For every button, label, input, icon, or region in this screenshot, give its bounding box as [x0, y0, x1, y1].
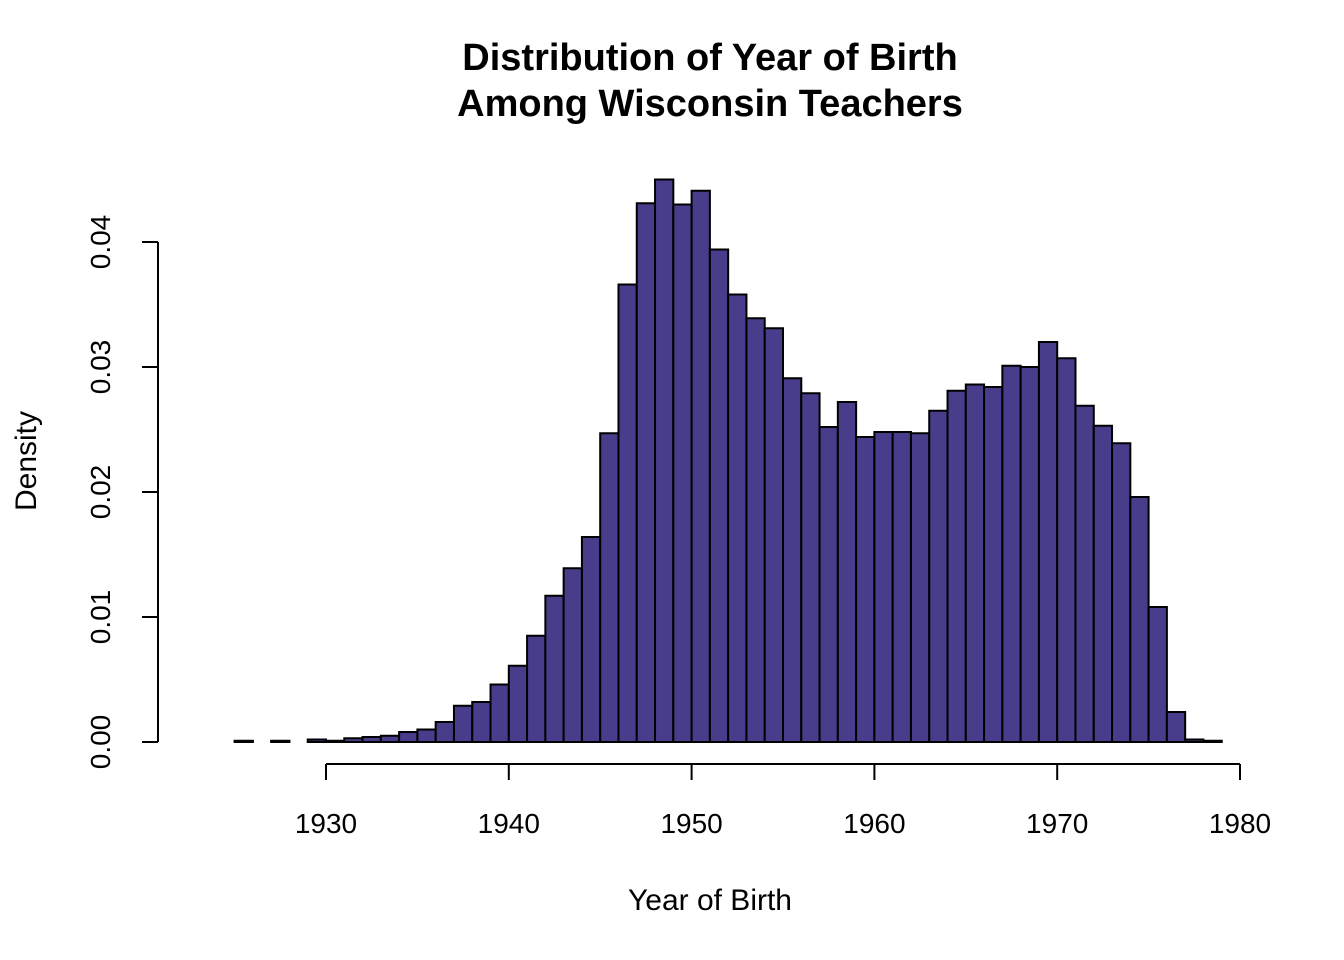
histogram-bar	[544, 594, 565, 743]
y-tick-label: 0.00	[85, 715, 116, 770]
histogram-bar	[526, 634, 547, 743]
histogram-bar	[672, 203, 693, 743]
y-axis-label: Density	[10, 411, 43, 511]
histogram-bar	[855, 436, 876, 743]
histogram-bar	[1037, 341, 1059, 743]
histogram-bar	[1184, 738, 1205, 743]
histogram-bar	[416, 728, 437, 743]
histogram-bar	[782, 377, 803, 743]
histogram-bar	[599, 432, 620, 743]
histogram-bar	[818, 426, 839, 743]
histogram-bar	[452, 704, 474, 743]
histogram-bar	[325, 739, 346, 743]
histogram-bar	[800, 392, 821, 743]
x-tick-label: 1980	[1209, 808, 1271, 839]
histogram-bars	[233, 178, 1223, 743]
histogram-bar	[379, 734, 401, 743]
y-axis: 0.00 0.01 0.02 0.03 0.04	[85, 215, 159, 770]
histogram-bar	[1019, 366, 1040, 743]
histogram-bar	[964, 383, 986, 743]
x-tick-label: 1950	[660, 808, 722, 839]
histogram-bar	[1074, 404, 1095, 743]
histogram-bar	[489, 683, 510, 743]
x-axis: 1930 1940 1950 1960 1970 1980	[295, 763, 1271, 839]
histogram-bar	[270, 739, 291, 743]
histogram-bar	[946, 389, 967, 743]
histogram-bar	[708, 248, 730, 743]
histogram-bar	[617, 283, 638, 743]
histogram-bar	[1111, 442, 1132, 743]
histogram-bar	[909, 432, 931, 743]
histogram-bar	[928, 409, 949, 743]
histogram-bar	[1129, 496, 1150, 743]
histogram-bar	[891, 431, 912, 743]
histogram-bar	[983, 386, 1004, 743]
x-tick-label: 1960	[843, 808, 905, 839]
histogram-bar	[1001, 364, 1022, 743]
histogram-bar	[343, 737, 364, 743]
histogram-bar	[562, 567, 583, 743]
histogram-bar	[471, 701, 492, 743]
y-tick-label: 0.04	[85, 215, 116, 270]
histogram-bar	[763, 327, 784, 743]
histogram-bar	[306, 738, 328, 743]
histogram-bar	[1056, 357, 1077, 743]
histogram-bar	[873, 431, 894, 743]
histogram-bar	[654, 178, 675, 743]
y-tick-label: 0.01	[85, 590, 116, 645]
histogram-bar	[745, 317, 766, 743]
histogram-bar	[836, 401, 858, 743]
histogram-bar	[434, 721, 455, 743]
y-tick-label: 0.03	[85, 340, 116, 395]
histogram-bar	[580, 536, 602, 743]
histogram-bar	[635, 202, 657, 743]
histogram-bar	[727, 293, 748, 743]
histogram-bar	[1147, 606, 1168, 743]
histogram-bar	[690, 189, 711, 743]
histogram-bar	[398, 731, 419, 743]
chart-title-line-1: Distribution of Year of Birth	[462, 37, 957, 79]
y-tick-label: 0.02	[85, 465, 116, 520]
histogram-bar	[1165, 711, 1187, 743]
histogram-bar	[1202, 739, 1223, 743]
histogram-bar	[1092, 424, 1114, 743]
histogram-bar	[507, 664, 529, 743]
histogram-bar	[233, 739, 254, 743]
x-axis-label: Year of Birth	[628, 884, 792, 917]
x-tick-label: 1930	[295, 808, 357, 839]
x-tick-label: 1970	[1026, 808, 1088, 839]
x-tick-label: 1940	[478, 808, 540, 839]
histogram-bar	[361, 736, 382, 743]
chart-title-line-2: Among Wisconsin Teachers	[457, 83, 963, 125]
